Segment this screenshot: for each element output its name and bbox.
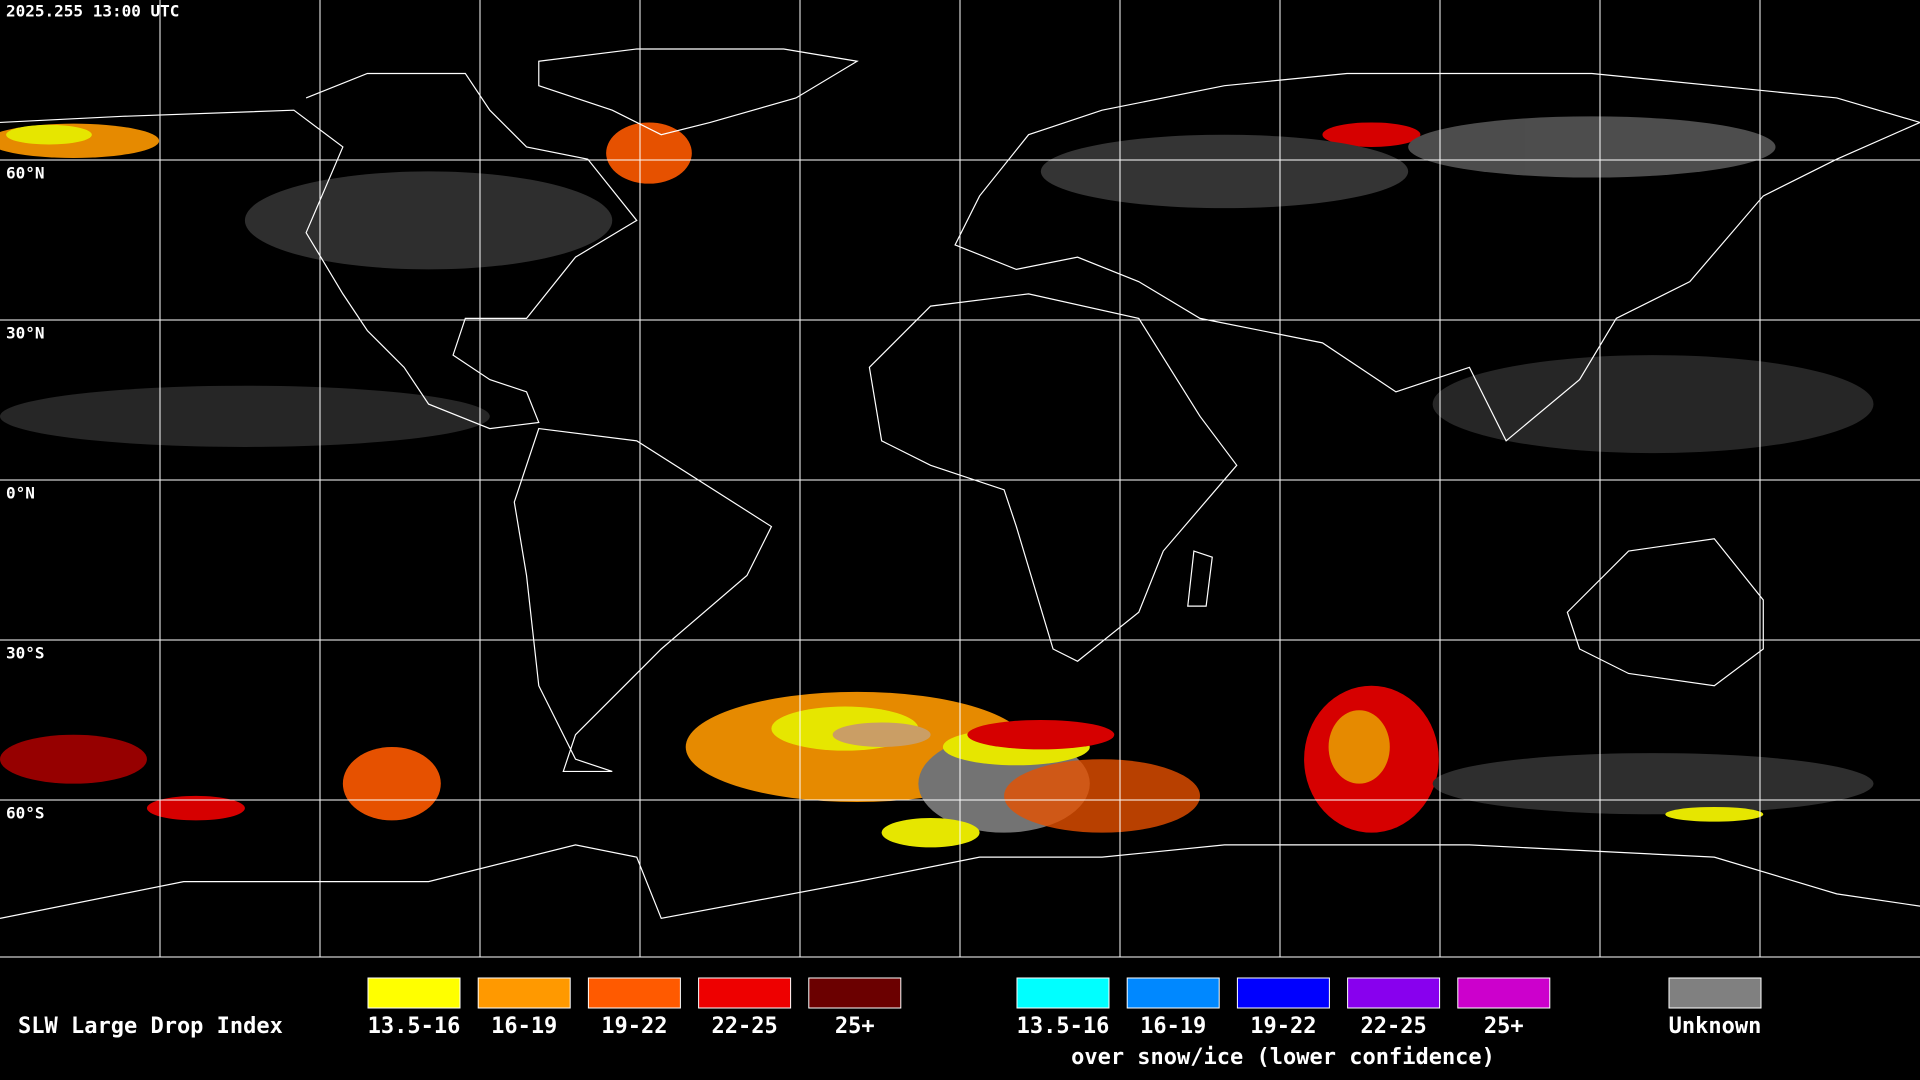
- legend-label: 19-22: [1250, 1014, 1316, 1039]
- legend-label: 13.5-16: [368, 1014, 461, 1039]
- legend-swatch: [367, 977, 461, 1009]
- legend-note: over snow/ice (lower confidence): [1071, 1045, 1495, 1070]
- legend-label: 25+: [1484, 1014, 1524, 1039]
- legend-swatch: [1347, 977, 1441, 1009]
- latitude-label: 60°S: [6, 804, 45, 823]
- legend-swatch: [1457, 977, 1551, 1009]
- graticule: 60°N 30°N 0°N 30°S 60°S: [0, 0, 1920, 958]
- legend-swatch: [1236, 977, 1330, 1009]
- legend-label: 16-19: [491, 1014, 557, 1039]
- legend-title: SLW Large Drop Index: [18, 1014, 283, 1039]
- latitude-label: 30°N: [6, 324, 45, 343]
- latitude-label: 30°S: [6, 644, 45, 663]
- legend-label: 19-22: [601, 1014, 667, 1039]
- legend-swatch: [587, 977, 681, 1009]
- legend-swatch: [1126, 977, 1220, 1009]
- legend-swatch: [1016, 977, 1110, 1009]
- legend-label: 22-25: [711, 1014, 777, 1039]
- legend-label: 25+: [835, 1014, 875, 1039]
- legend-label: 16-19: [1140, 1014, 1206, 1039]
- legend-label: 13.5-16: [1017, 1014, 1110, 1039]
- legend-swatch: [698, 977, 792, 1009]
- legend-swatch: [1668, 977, 1762, 1009]
- legend-label: Unknown: [1669, 1014, 1762, 1039]
- latitude-label: 0°N: [6, 484, 35, 503]
- legend-label: 22-25: [1360, 1014, 1426, 1039]
- map: 60°N 30°N 0°N 30°S 60°S 2025.255 13:00 UTC: [0, 0, 1920, 958]
- latitude-label: 60°N: [6, 164, 45, 183]
- legend-swatch: [808, 977, 902, 1009]
- timestamp: 2025.255 13:00 UTC: [6, 2, 179, 21]
- legend: SLW Large Drop Index over snow/ice (lowe…: [18, 977, 1762, 1070]
- map-imagery: [0, 49, 1920, 918]
- legend-swatch: [477, 977, 571, 1009]
